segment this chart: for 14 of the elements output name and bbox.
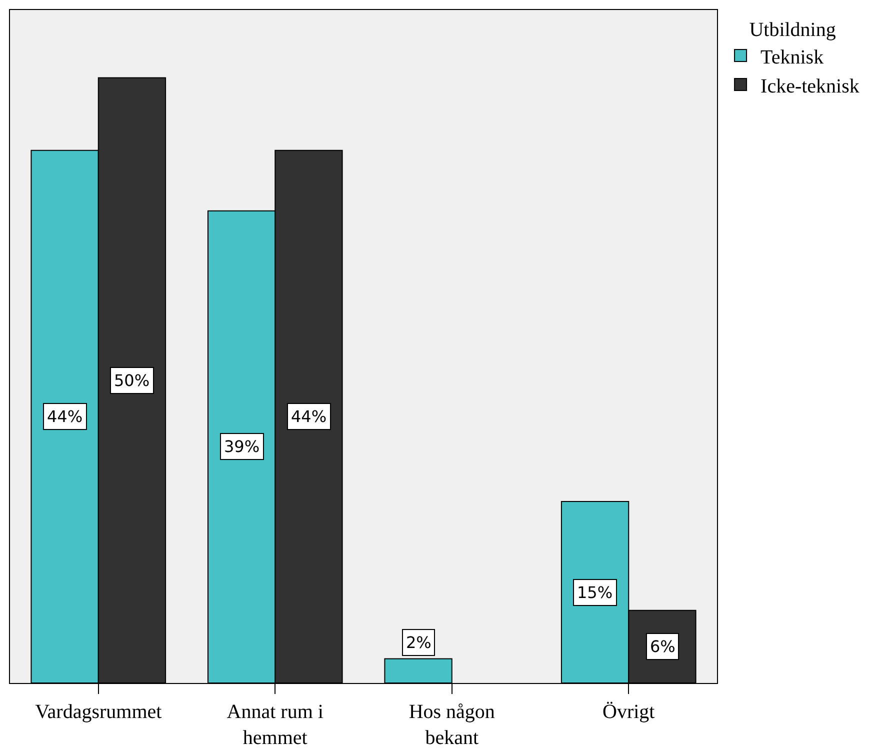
legend-label: Teknisk bbox=[760, 46, 824, 68]
data-label: 6% bbox=[650, 637, 676, 656]
x-tick-label: Hos någon bekant bbox=[408, 701, 495, 749]
x-tick-label: Annat rum i hemmet bbox=[226, 701, 324, 749]
legend-title: Utbildning bbox=[749, 19, 836, 41]
x-tick-label: Vardagsrummet bbox=[35, 701, 162, 723]
legend-label: Icke-teknisk bbox=[760, 75, 860, 98]
data-label: 44% bbox=[47, 407, 83, 426]
x-tick-label: Övrigt bbox=[602, 701, 656, 723]
data-label: 15% bbox=[577, 583, 613, 602]
data-label: 50% bbox=[114, 371, 150, 390]
data-label: 39% bbox=[224, 437, 260, 456]
data-label: 44% bbox=[291, 407, 327, 426]
data-label: 2% bbox=[406, 633, 432, 652]
